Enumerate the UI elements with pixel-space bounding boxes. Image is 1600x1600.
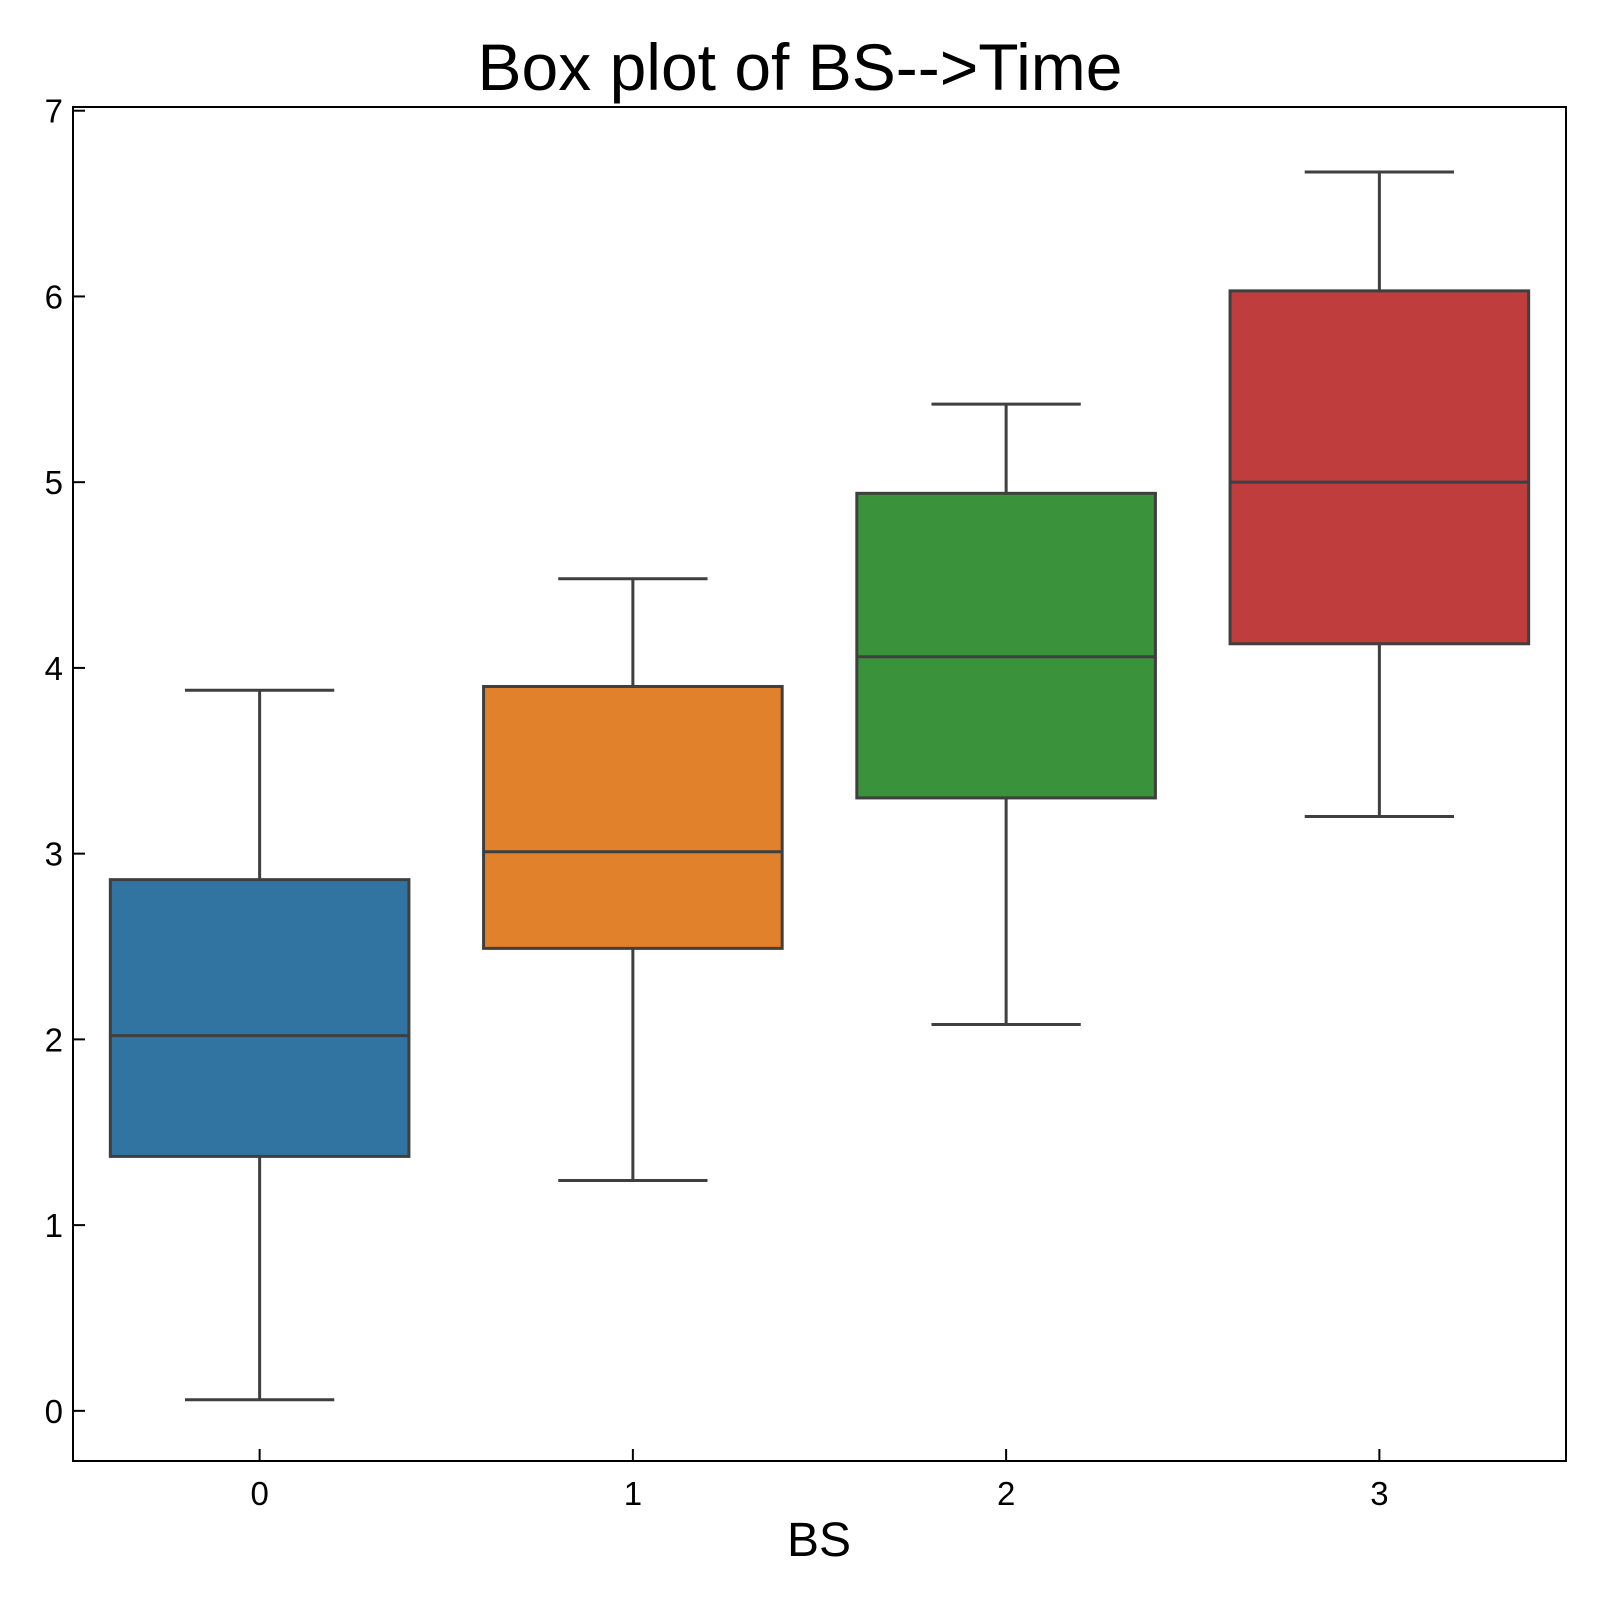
- y-tick-label-2: 2: [45, 1021, 63, 1058]
- box-group-3: [1228, 170, 1531, 819]
- y-tick-label-3: 3: [45, 836, 63, 873]
- y-tick-label-1: 1: [45, 1207, 63, 1244]
- y-tick-label-6: 6: [45, 278, 63, 315]
- plot-frame: [72, 106, 1567, 1462]
- y-tick-label-7: 7: [45, 93, 63, 130]
- x-axis: 0 1 2 3: [250, 1449, 1389, 1512]
- box-1: [482, 684, 784, 950]
- boxes-layer: [108, 170, 1531, 1402]
- y-axis: 0 1 2 3 4 5 6 7: [45, 93, 85, 1430]
- y-tick-label-0: 0: [45, 1393, 63, 1430]
- box-group-1: [482, 577, 784, 1183]
- box-2: [855, 491, 1157, 800]
- y-tick-label-5: 5: [45, 464, 63, 501]
- box-3: [1228, 289, 1531, 646]
- box-group-0: [108, 688, 411, 1402]
- box-group-2: [855, 402, 1157, 1027]
- x-tick-label-3: 3: [1370, 1475, 1388, 1512]
- x-tick-label-1: 1: [624, 1475, 642, 1512]
- box-0: [108, 878, 411, 1158]
- x-axis-label: BS: [787, 1514, 851, 1567]
- x-tick-label-2: 2: [997, 1475, 1015, 1512]
- y-tick-label-4: 4: [45, 650, 63, 687]
- chart-title: Box plot of BS-->Time: [478, 30, 1123, 104]
- x-tick-label-0: 0: [250, 1475, 268, 1512]
